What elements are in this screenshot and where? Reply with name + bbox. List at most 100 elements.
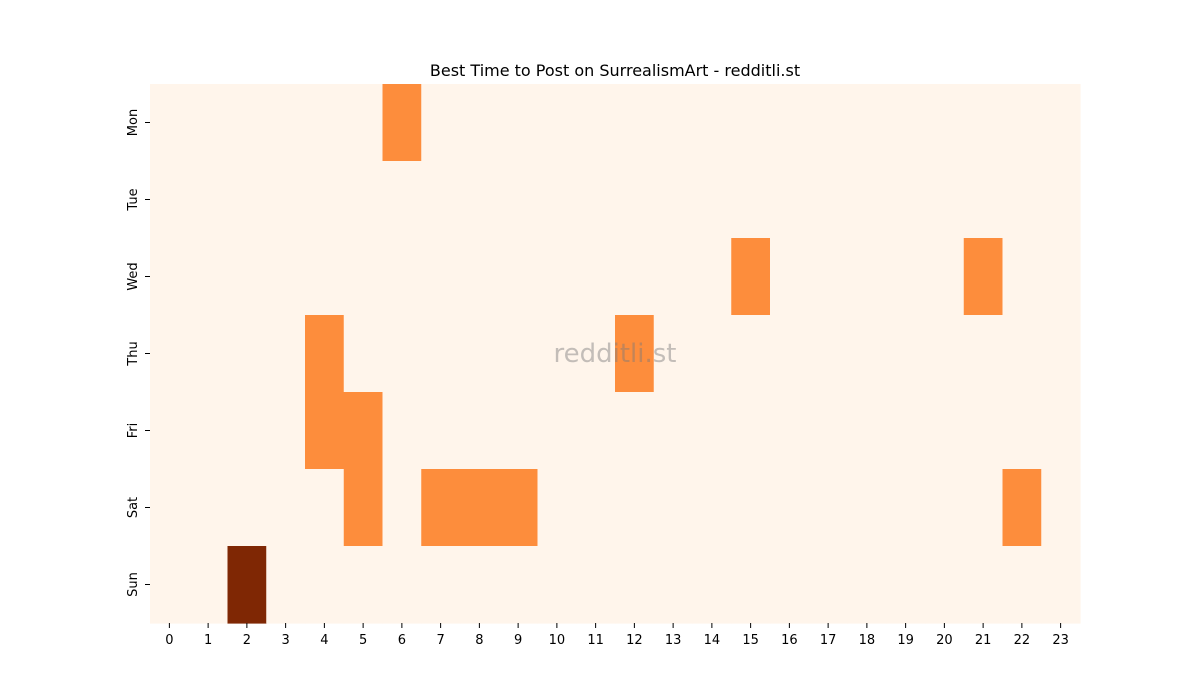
- heatmap-cell-wed-7: [421, 238, 461, 316]
- heatmap-cell-mon-19: [886, 84, 926, 162]
- heatmap-cell-mon-15: [731, 84, 771, 162]
- heatmap-cell-wed-19: [886, 238, 926, 316]
- heatmap-cell-fri-19: [886, 392, 926, 470]
- heatmap-cell-mon-17: [808, 84, 849, 162]
- heatmap-cell-mon-1: [188, 84, 229, 162]
- heatmap-cell-fri-16: [770, 392, 810, 470]
- x-tick-label: 20: [936, 633, 953, 648]
- heatmap-cell-thu-9: [498, 315, 539, 393]
- heatmap-cell-thu-1: [188, 315, 229, 393]
- heatmap-cell-sat-9: [498, 469, 539, 547]
- x-tick-label: 19: [897, 633, 914, 648]
- x-tick-label: 13: [665, 633, 682, 648]
- heatmap-cell-wed-8: [460, 238, 500, 316]
- heatmap-cell-tue-3: [266, 161, 306, 239]
- heatmap-cell-tue-7: [421, 161, 461, 239]
- heatmap-cell-sun-6: [382, 546, 422, 624]
- heatmap-cell-sat-16: [770, 469, 810, 547]
- heatmap-cell-fri-3: [266, 392, 306, 470]
- y-tick-label: Wed: [126, 262, 141, 290]
- heatmap-cell-thu-16: [770, 315, 810, 393]
- x-tick-label: 6: [398, 633, 406, 648]
- heatmap-cell-wed-15: [731, 238, 771, 316]
- heatmap-cell-sun-15: [731, 546, 771, 624]
- heatmap-cell-sat-18: [847, 469, 887, 547]
- heatmap-cell-tue-9: [498, 161, 539, 239]
- heatmap-cell-thu-12: [615, 315, 655, 393]
- heatmap-cell-mon-21: [963, 84, 1004, 162]
- heatmap-cell-mon-7: [421, 84, 461, 162]
- heatmap-cell-fri-12: [615, 392, 655, 470]
- heatmap-cell-fri-10: [537, 392, 577, 470]
- x-tick-label: 14: [704, 633, 721, 648]
- x-tick-label: 7: [436, 633, 444, 648]
- heatmap-cell-mon-13: [653, 84, 694, 162]
- heatmap-cell-wed-10: [537, 238, 577, 316]
- heatmap-cell-sun-7: [421, 546, 461, 624]
- x-tick-label: 8: [475, 633, 483, 648]
- heatmap-cell-fri-13: [653, 392, 694, 470]
- heatmap-cell-mon-23: [1041, 84, 1081, 162]
- heatmap-cell-tue-15: [731, 161, 771, 239]
- heatmap-cell-thu-2: [227, 315, 267, 393]
- x-tick-label: 1: [204, 633, 212, 648]
- heatmap-cell-fri-22: [1002, 392, 1042, 470]
- chart-title: Best Time to Post on SurrealismArt - red…: [430, 61, 800, 80]
- heatmap-cell-sat-22: [1002, 469, 1042, 547]
- heatmap-cell-wed-0: [150, 238, 190, 316]
- heatmap-cell-tue-19: [886, 161, 926, 239]
- heatmap-cell-mon-18: [847, 84, 887, 162]
- y-tick-label: Sat: [126, 497, 141, 518]
- heatmap-cell-tue-2: [227, 161, 267, 239]
- heatmap-cell-mon-22: [1002, 84, 1042, 162]
- heatmap-cell-sun-2: [227, 546, 267, 624]
- x-tick-label: 10: [549, 633, 566, 648]
- heatmap-cell-sun-10: [537, 546, 577, 624]
- heatmap-cell-sat-2: [227, 469, 267, 547]
- heatmap-cell-mon-8: [460, 84, 500, 162]
- heatmap-cell-wed-20: [925, 238, 965, 316]
- heatmap-cell-wed-9: [498, 238, 539, 316]
- heatmap-cell-wed-6: [382, 238, 422, 316]
- heatmap-cell-wed-11: [576, 238, 616, 316]
- heatmap-cell-sun-9: [498, 546, 539, 624]
- heatmap-cell-sun-5: [343, 546, 384, 624]
- heatmap-cell-tue-12: [615, 161, 655, 239]
- heatmap-cell-mon-12: [615, 84, 655, 162]
- watermark-text: redditli.st: [554, 339, 677, 369]
- heatmap-cell-wed-1: [188, 238, 229, 316]
- heatmap-cell-thu-6: [382, 315, 422, 393]
- heatmap-cell-sun-19: [886, 546, 926, 624]
- heatmap-cell-tue-20: [925, 161, 965, 239]
- heatmap-cell-wed-17: [808, 238, 849, 316]
- heatmap-cell-tue-1: [188, 161, 229, 239]
- heatmap-cell-wed-14: [692, 238, 732, 316]
- heatmap-cell-wed-18: [847, 238, 887, 316]
- heatmap-cell-sun-21: [963, 546, 1004, 624]
- x-axis: 0 1 2 3 4 5 6 7 8 9 10 11 12 13 14 15 16 17 18 19 20 21 22 23: [165, 623, 1069, 648]
- y-tick-label: Sun: [126, 572, 141, 597]
- heatmap-cell-tue-21: [963, 161, 1004, 239]
- heatmap-cell-sat-8: [460, 469, 500, 547]
- heatmap-cell-sun-1: [188, 546, 229, 624]
- x-tick-label: 2: [243, 633, 251, 648]
- heatmap-cell-wed-4: [305, 238, 345, 316]
- heatmap-cell-sun-12: [615, 546, 655, 624]
- heatmap-cell-thu-22: [1002, 315, 1042, 393]
- heatmap-cell-fri-20: [925, 392, 965, 470]
- heatmap-cell-thu-21: [963, 315, 1004, 393]
- heatmap-cell-mon-0: [150, 84, 190, 162]
- heatmap-cell-wed-22: [1002, 238, 1042, 316]
- heatmap-cell-wed-16: [770, 238, 810, 316]
- heatmap-cell-sat-12: [615, 469, 655, 547]
- heatmap-cell-tue-6: [382, 161, 422, 239]
- heatmap-cell-thu-0: [150, 315, 190, 393]
- heatmap-cell-sat-0: [150, 469, 190, 547]
- heatmap-cell-tue-22: [1002, 161, 1042, 239]
- heatmap-cell-thu-18: [847, 315, 887, 393]
- heatmap-cell-tue-8: [460, 161, 500, 239]
- heatmap-cell-tue-5: [343, 161, 384, 239]
- heatmap-cell-fri-2: [227, 392, 267, 470]
- heatmap-cell-sun-23: [1041, 546, 1081, 624]
- heatmap-cell-tue-4: [305, 161, 345, 239]
